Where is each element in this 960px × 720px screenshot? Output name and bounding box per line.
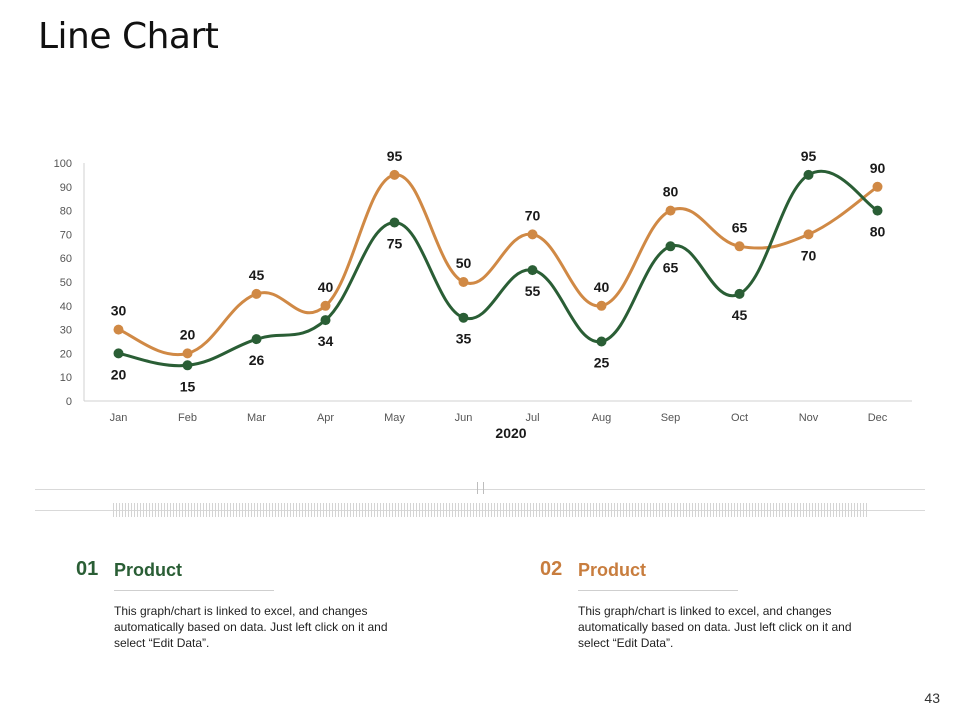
data-label: 20	[180, 326, 196, 342]
data-label: 34	[318, 333, 334, 349]
data-label: 45	[249, 267, 265, 283]
y-tick-label: 10	[60, 372, 72, 384]
data-label: 50	[456, 255, 472, 271]
series-point-1	[665, 241, 676, 252]
page-number: 43	[924, 690, 940, 706]
x-tick-label: May	[384, 412, 405, 424]
series-point-1	[320, 315, 331, 326]
data-label: 26	[249, 352, 265, 368]
data-label: 95	[387, 148, 403, 164]
y-tick-label: 90	[60, 182, 72, 194]
chart-lines	[117, 169, 879, 368]
series-point-2	[182, 348, 193, 359]
series-line-2	[117, 173, 879, 357]
data-label: 40	[318, 279, 334, 295]
x-tick-label: Oct	[731, 412, 748, 424]
chart-data-labels: 20 30 15 20 26 45 34 40 75 95 35 50 55 70 25 40 65 80 45 65…	[111, 148, 886, 394]
x-tick-label: Feb	[178, 412, 197, 424]
series-point-1	[182, 360, 193, 371]
series-point-1	[527, 265, 538, 276]
data-label: 90	[870, 160, 886, 176]
x-tick-label: Nov	[799, 412, 819, 424]
y-tick-label: 70	[60, 229, 72, 241]
data-label: 65	[732, 219, 748, 235]
data-label: 15	[180, 378, 196, 394]
series-point-1	[113, 348, 124, 359]
data-label: 75	[387, 236, 403, 252]
data-label: 95	[801, 148, 817, 164]
data-label: 45	[732, 307, 748, 323]
data-label: 65	[663, 259, 679, 275]
page-title: Line Chart	[38, 16, 219, 57]
series-point-1	[872, 205, 883, 216]
series-point-2	[872, 181, 883, 192]
data-label: 25	[594, 355, 610, 371]
chart-points	[113, 169, 883, 371]
card-description: This graph/chart is linked to excel, and…	[114, 604, 388, 650]
series-point-2	[596, 300, 607, 311]
card-rule	[578, 590, 738, 591]
y-tick-label: 60	[60, 253, 72, 265]
series-point-1	[596, 336, 607, 347]
y-tick-label: 30	[60, 325, 72, 337]
data-label: 70	[525, 207, 541, 223]
series-point-1	[251, 334, 262, 345]
divider-mark	[483, 482, 484, 494]
series-point-2	[527, 229, 538, 240]
y-tick-label: 0	[66, 396, 72, 408]
x-tick-label: Apr	[317, 412, 334, 424]
data-label: 55	[525, 283, 541, 299]
x-tick-label: Sep	[661, 412, 681, 424]
data-label: 20	[111, 366, 127, 382]
x-tick-label: Jan	[110, 412, 128, 424]
y-tick-label: 50	[60, 277, 72, 289]
x-tick-label: Dec	[868, 412, 888, 424]
series-point-1	[389, 217, 400, 228]
card-rule	[114, 590, 274, 591]
divider-top	[35, 489, 925, 490]
series-point-2	[458, 277, 469, 287]
series-point-1	[458, 312, 469, 323]
y-tick-label: 40	[60, 301, 72, 313]
x-tick-label: Jun	[455, 412, 473, 424]
line-chart: 0 10 20 30 40 50 60 70 80 90 100 Jan Feb Mar Apr May Jun…	[54, 148, 912, 441]
data-label: 40	[594, 279, 610, 295]
data-label: 30	[111, 303, 127, 319]
data-label: 70	[801, 247, 817, 263]
x-tick-label: Jul	[525, 412, 539, 424]
data-label: 80	[663, 184, 679, 200]
series-point-2	[389, 169, 400, 180]
x-tick-label: Mar	[247, 412, 266, 424]
x-tick-label: Aug	[592, 412, 612, 424]
card-heading: Product	[114, 560, 183, 580]
series-point-1	[803, 169, 814, 180]
data-label: 35	[456, 331, 472, 347]
series-point-2	[803, 229, 814, 240]
series-point-2	[734, 241, 745, 252]
y-tick-label: 20	[60, 348, 72, 360]
divider-mark	[477, 482, 478, 494]
chart-axes: 0 10 20 30 40 50 60 70 80 90 100 Jan Feb Mar Apr May Jun…	[54, 158, 912, 424]
divider-hatch	[113, 503, 867, 517]
series-point-2	[113, 324, 124, 335]
card-number: 02	[540, 558, 563, 580]
series-line-1	[117, 169, 879, 368]
card-description: This graph/chart is linked to excel, and…	[578, 604, 852, 650]
series-point-2	[251, 288, 262, 299]
y-tick-label: 80	[60, 206, 72, 218]
x-axis-title: 2020	[495, 425, 526, 441]
card-number: 01	[76, 558, 99, 580]
series-point-2	[665, 205, 676, 216]
data-label: 80	[870, 224, 886, 240]
series-point-1	[734, 288, 745, 299]
y-tick-label: 100	[54, 158, 72, 170]
series-point-2	[320, 300, 331, 311]
card-heading: Product	[578, 560, 647, 580]
